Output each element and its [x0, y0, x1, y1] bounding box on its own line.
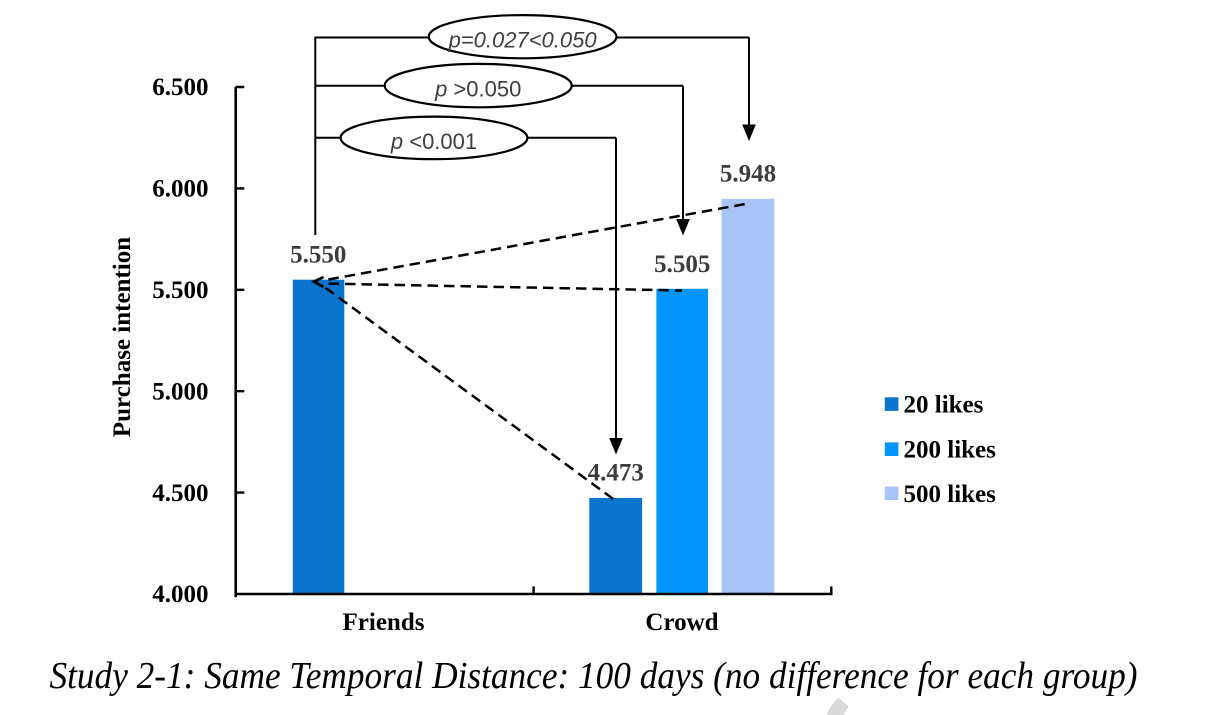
- svg-text:5.948: 5.948: [720, 161, 776, 188]
- svg-text:20 likes: 20 likes: [904, 392, 984, 419]
- svg-text:p <0.001: p <0.001: [390, 129, 477, 154]
- svg-text:Crowd: Crowd: [645, 609, 718, 636]
- svg-text:4.500: 4.500: [152, 480, 208, 507]
- svg-text:500 likes: 500 likes: [904, 481, 997, 508]
- svg-text:6.000: 6.000: [152, 176, 208, 203]
- svg-text:200 likes: 200 likes: [904, 437, 997, 464]
- svg-text:Study 2-1: Same Temporal Dista: Study 2-1: Same Temporal Distance: 100 d…: [50, 655, 1138, 697]
- svg-text:Friends: Friends: [343, 609, 425, 636]
- svg-text:p=0.027<0.050: p=0.027<0.050: [448, 28, 598, 53]
- svg-text:5.550: 5.550: [290, 242, 346, 269]
- svg-text:6.500: 6.500: [152, 74, 208, 101]
- svg-text:4.473: 4.473: [588, 460, 644, 487]
- svg-text:5.500: 5.500: [152, 277, 208, 304]
- svg-text:p >0.050: p >0.050: [434, 77, 521, 102]
- svg-text:4.000: 4.000: [152, 581, 208, 608]
- svg-text:5.000: 5.000: [152, 378, 208, 405]
- svg-text:Purchase intention: Purchase intention: [109, 237, 136, 437]
- svg-text:5.505: 5.505: [654, 251, 710, 278]
